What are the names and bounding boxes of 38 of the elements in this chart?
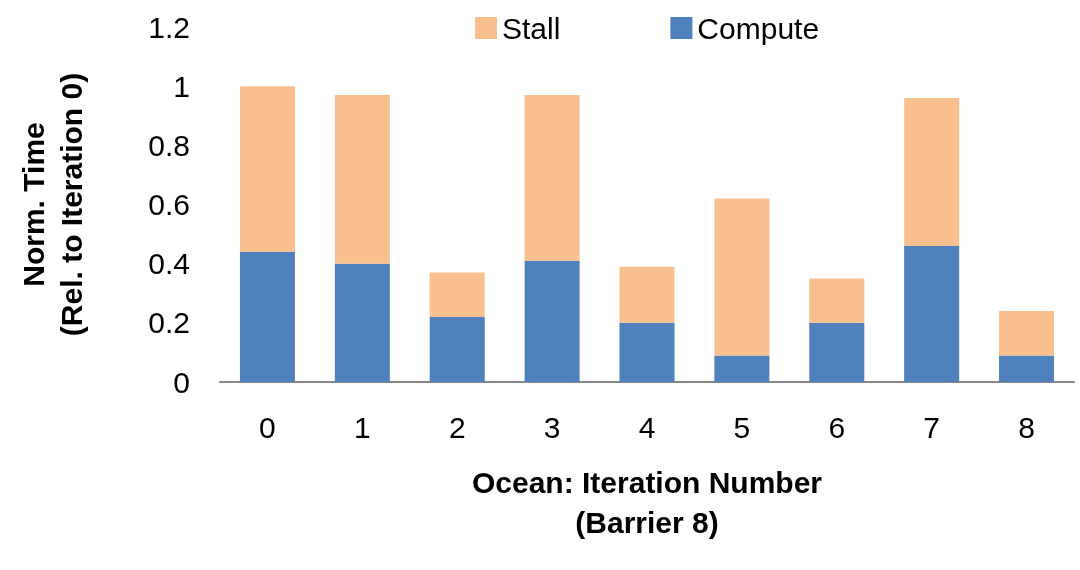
y-tick-label: 1.2 (148, 10, 190, 44)
bar (239, 86, 295, 252)
legend-label: Compute (697, 11, 820, 45)
x-tick-label: 6 (828, 410, 846, 444)
legend-label: Stall (502, 11, 561, 45)
bar (239, 251, 295, 382)
x-tick-label: 3 (543, 410, 561, 444)
x-tick-label: 4 (638, 410, 656, 444)
bar (524, 260, 580, 382)
bar (619, 266, 675, 323)
y-axis-title: Norm. Time (Rel. to Iteration 0) (16, 72, 88, 337)
x-tick-label: 0 (259, 410, 276, 444)
y-tick-label: 0.4 (148, 247, 190, 281)
bar (904, 245, 960, 382)
bar (714, 198, 770, 356)
bar (809, 278, 865, 323)
bar (429, 272, 485, 317)
y-tick-label: 1 (173, 69, 190, 103)
bar (999, 311, 1055, 356)
y-tick-label: 0 (173, 365, 190, 399)
bar (619, 322, 675, 382)
y-tick-label: 0.6 (148, 188, 190, 221)
bar (334, 263, 390, 382)
bar (904, 98, 960, 246)
bar (714, 355, 770, 382)
bar (334, 95, 390, 264)
bar (999, 355, 1055, 382)
y-tick-label: 0.2 (148, 306, 190, 340)
x-tick-label: 5 (733, 410, 751, 444)
x-tick-label: 8 (1018, 410, 1035, 444)
bar (809, 322, 865, 382)
bar (524, 95, 580, 261)
x-axis-title: Ocean: Iteration Number (Barrier 8) (471, 465, 823, 539)
y-tick-label: 0.8 (148, 128, 190, 162)
x-tick-label: 2 (448, 410, 466, 444)
bar (429, 316, 485, 382)
x-tick-label: 1 (353, 410, 371, 444)
x-tick-label: 7 (923, 410, 941, 444)
